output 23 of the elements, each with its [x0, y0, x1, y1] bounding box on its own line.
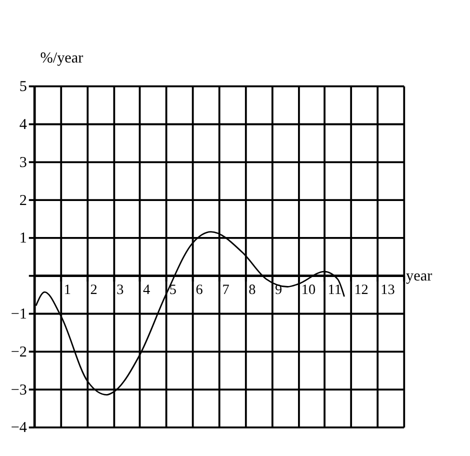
y-tick-label: −4: [10, 419, 28, 436]
x-tick-label: 5: [169, 282, 177, 298]
y-tick-label: 4: [19, 116, 28, 133]
x-tick-label: 8: [248, 282, 256, 298]
x-tick-label: 1: [64, 282, 71, 298]
x-tick-label: 12: [354, 282, 368, 298]
x-tick-label: 10: [301, 282, 316, 298]
y-tick-label: −3: [10, 381, 28, 398]
x-tick-label: 2: [90, 282, 98, 298]
x-tick-label: 3: [116, 282, 124, 298]
x-tick-label: 6: [196, 282, 203, 298]
y-axis-title: %/year: [40, 50, 84, 67]
y-tick-label: 3: [19, 154, 28, 171]
x-tick-label: 7: [222, 282, 230, 298]
x-axis-title: year: [406, 268, 432, 285]
x-tick-label: 11: [328, 282, 342, 298]
y-tick-label: −1: [10, 305, 28, 322]
y-tick-label: 1: [19, 230, 28, 247]
y-tick-label: −2: [10, 343, 28, 360]
x-tick-label: 13: [380, 282, 395, 298]
x-tick-label: 4: [143, 282, 150, 298]
y-tick-label: 2: [19, 192, 28, 209]
y-tick-label: 5: [19, 78, 28, 96]
